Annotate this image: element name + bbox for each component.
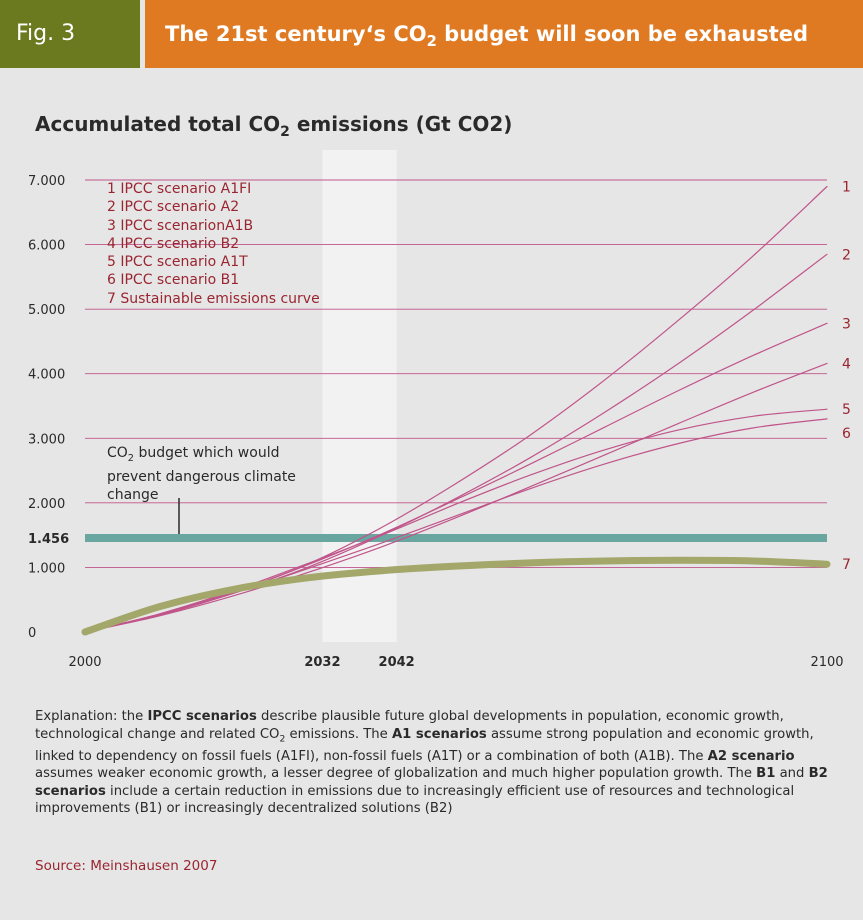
end-label-layer: 1 2 3 4 5 6 7 bbox=[842, 179, 851, 573]
grid-layer bbox=[85, 179, 827, 568]
series-line-6 bbox=[84, 418, 828, 633]
legend-item: 5 IPCC scenario A1T bbox=[107, 253, 320, 271]
highlight-band bbox=[322, 150, 397, 642]
legend-item-label: IPCC scenario A1T bbox=[120, 254, 248, 271]
legend-item-number: 3 bbox=[107, 217, 121, 234]
series-end-label-5: 5 bbox=[842, 402, 851, 418]
series-end-label-4: 4 bbox=[842, 356, 851, 372]
budget-annotation: CO2 budget which would prevent dangerous… bbox=[107, 445, 296, 503]
budget-layer bbox=[85, 498, 827, 542]
series-line-3 bbox=[84, 322, 828, 633]
legend-item-label: IPCC scenario B2 bbox=[120, 235, 240, 252]
y-tick-label: 1.000 bbox=[28, 561, 65, 576]
legend-item: 7 Sustainable emissions curve bbox=[107, 290, 320, 308]
y-tick-label: 7.000 bbox=[28, 174, 65, 189]
legend-item-number: 5 bbox=[107, 254, 121, 271]
legend-item-label: IPCC scenario A2 bbox=[120, 199, 240, 216]
figure-number: Fig. 3 bbox=[0, 0, 140, 68]
x-tick-label: 2042 bbox=[379, 655, 415, 670]
legend-item-number: 2 bbox=[107, 199, 121, 216]
series-layer bbox=[81, 185, 831, 636]
explanation-text: Explanation: the IPCC scenarios describe… bbox=[35, 709, 828, 817]
legend-item-number: 4 bbox=[107, 235, 121, 252]
legend-item: 2 IPCC scenario A2 bbox=[107, 198, 320, 216]
x-tick-label: 2100 bbox=[810, 655, 843, 670]
series-end-label-1: 1 bbox=[842, 179, 851, 195]
emissions-chart: 0 1.000 1.456 2.000 3.000 4.000 5.000 6.000 7.00… bbox=[28, 150, 851, 670]
series-end-label-3: 3 bbox=[842, 316, 851, 332]
legend-item: 3 IPCC scenarionA1B bbox=[107, 217, 320, 235]
series-line-5 bbox=[84, 408, 828, 633]
series-end-label-7: 7 bbox=[842, 557, 851, 573]
legend-item-label: IPCC scenario A1FI bbox=[120, 181, 252, 197]
legend-item-label: IPCC scenarionA1B bbox=[120, 217, 254, 234]
y-tick-label: 0 bbox=[28, 626, 36, 641]
legend-item: 1 IPCC scenario A1FI bbox=[107, 180, 320, 198]
legend-item: 4 IPCC scenario B2 bbox=[107, 235, 320, 253]
series-line-7 bbox=[81, 556, 831, 636]
legend-item-label: Sustainable emissions curve bbox=[120, 290, 320, 307]
series-line-4 bbox=[84, 362, 828, 633]
legend-item-label: IPCC scenario B1 bbox=[120, 272, 240, 289]
x-tick-label: 2032 bbox=[304, 655, 340, 670]
legend-item: 6 IPCC scenario B1 bbox=[107, 271, 320, 289]
figure-header: Fig. 3 The 21st century‘s CO2 budget wil… bbox=[0, 0, 863, 68]
legend-item-number: 1 bbox=[107, 181, 121, 197]
source-note: Source: Meinshausen 2007 bbox=[35, 858, 218, 874]
chart-legend: 1 IPCC scenario A1FI 2 IPCC scenario A2 3 … bbox=[107, 180, 320, 308]
y-tick-label: 6.000 bbox=[28, 239, 65, 254]
series-end-label-6: 6 bbox=[842, 426, 851, 442]
y-tick-label: 1.456 bbox=[28, 532, 69, 547]
legend-item-number: 6 bbox=[107, 272, 121, 289]
tick-layer: 0 1.000 1.456 2.000 3.000 4.000 5.000 6.000 7.00… bbox=[28, 174, 844, 670]
y-tick-label: 3.000 bbox=[28, 432, 65, 447]
y-tick-label: 2.000 bbox=[28, 497, 65, 512]
figure-title: The 21st century‘s CO2 budget will soon … bbox=[145, 0, 863, 68]
chart-title: Accumulated total CO2 emissions (Gt CO2) bbox=[35, 112, 513, 140]
y-tick-label: 4.000 bbox=[28, 368, 65, 383]
highlight-band-layer bbox=[322, 150, 397, 642]
y-tick-label: 5.000 bbox=[28, 303, 65, 318]
x-tick-label: 2000 bbox=[68, 655, 101, 670]
legend-item-number: 7 bbox=[107, 290, 121, 307]
series-end-label-2: 2 bbox=[842, 247, 851, 263]
